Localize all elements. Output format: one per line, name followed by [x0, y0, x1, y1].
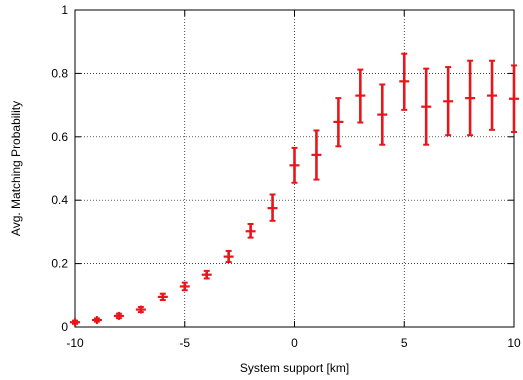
x-tick-label: 0 — [291, 336, 298, 350]
x-tick-label: -5 — [179, 336, 190, 350]
data-point — [421, 67, 432, 146]
data-point — [311, 129, 322, 181]
y-tick-label: 0.6 — [51, 130, 68, 144]
data-point — [201, 269, 212, 280]
data-point — [157, 292, 168, 302]
y-tick-label: 0.2 — [51, 257, 68, 271]
y-tick-label: 0.4 — [51, 193, 68, 207]
x-tick-labels: -10 -5 0 5 10 — [66, 336, 521, 350]
plot-frame — [74, 9, 515, 328]
data-point — [377, 83, 388, 146]
y-tick-label: 1 — [61, 3, 68, 17]
data-point — [355, 68, 366, 124]
data-point — [245, 222, 256, 239]
data-point — [399, 52, 410, 111]
grid-lines — [75, 10, 514, 327]
y-tick-label: 0 — [61, 320, 68, 334]
y-tick-label: 0.8 — [51, 66, 68, 80]
data-point — [487, 59, 498, 131]
data-point — [465, 59, 476, 137]
data-point — [333, 97, 344, 148]
data-point — [267, 193, 278, 222]
data-points — [70, 52, 519, 327]
x-axis-label: System support [km] — [240, 361, 349, 375]
data-point — [70, 318, 80, 327]
x-tick-label: -10 — [66, 336, 84, 350]
data-point — [179, 281, 190, 292]
data-point — [135, 305, 146, 314]
y-axis-label: Avg. Matching Probability — [9, 101, 23, 236]
data-point — [289, 146, 300, 184]
x-tick-label: 5 — [401, 336, 408, 350]
data-point — [91, 316, 102, 325]
data-point — [113, 311, 124, 320]
x-tick-label: 10 — [507, 336, 521, 350]
data-point — [443, 66, 454, 137]
y-tick-labels: 0 0.2 0.4 0.6 0.8 1 — [51, 3, 68, 334]
data-point — [509, 64, 519, 134]
data-point — [223, 249, 234, 264]
